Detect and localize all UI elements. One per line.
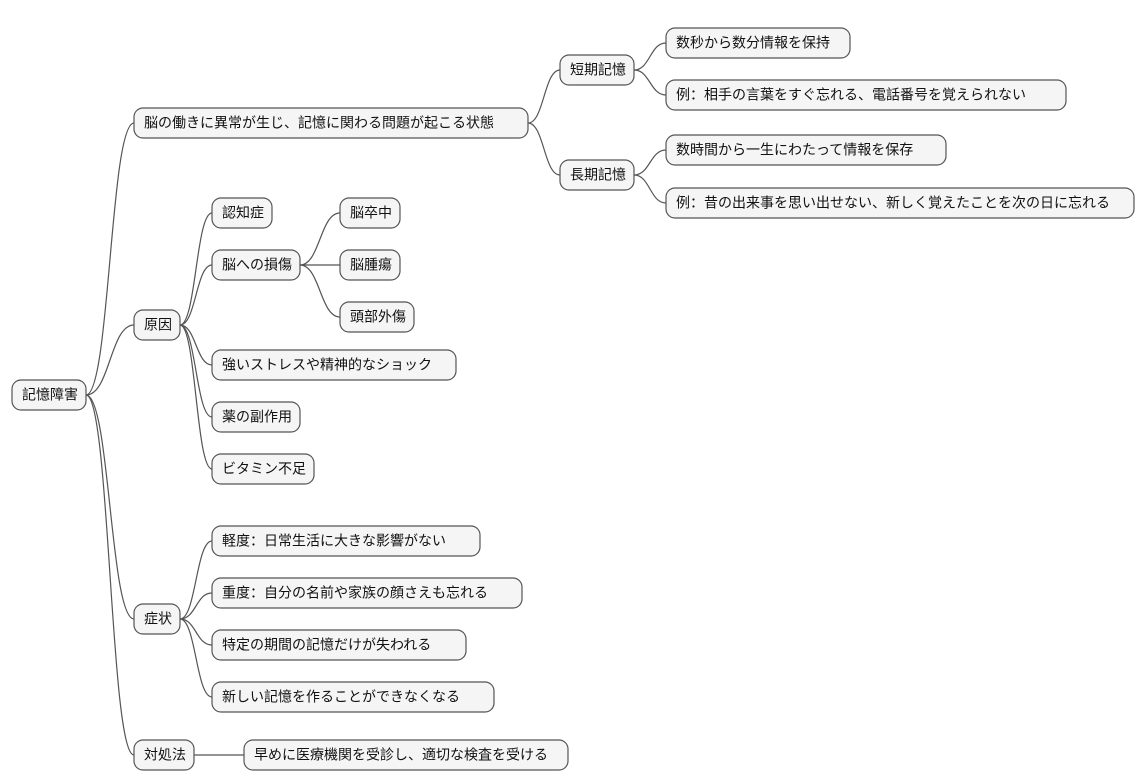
edge bbox=[180, 619, 212, 697]
mindmap-node: 症状 bbox=[134, 604, 180, 634]
edge bbox=[528, 70, 560, 123]
mindmap-node: 軽度：日常生活に大きな影響がない bbox=[212, 526, 480, 556]
node-label: 原因 bbox=[144, 317, 172, 333]
node-label: 症状 bbox=[144, 611, 172, 627]
node-label: 短期記憶 bbox=[570, 62, 626, 78]
node-label: 数秒から数分情報を保持 bbox=[676, 35, 830, 51]
mindmap-node: 原因 bbox=[134, 310, 180, 340]
mindmap-node: 長期記憶 bbox=[560, 160, 634, 190]
edge bbox=[180, 593, 212, 619]
edge bbox=[634, 150, 666, 175]
mindmap-node: 記憶障害 bbox=[12, 380, 86, 410]
edge bbox=[180, 213, 212, 325]
node-label: 脳腫瘍 bbox=[350, 257, 392, 273]
mindmap-node: 特定の期間の記憶だけが失われる bbox=[212, 630, 466, 660]
mindmap-node: 数時間から一生にわたって情報を保存 bbox=[666, 135, 946, 165]
mindmap-node: 脳腫瘍 bbox=[340, 250, 400, 280]
nodes-group: 記憶障害 脳の働きに異常が生じ、記憶に関わる問題が起こる状態 短期記憶 数秒から数分情… bbox=[12, 28, 1134, 770]
edge bbox=[634, 70, 666, 95]
node-label: 頭部外傷 bbox=[350, 309, 406, 325]
mindmap-node: 新しい記憶を作ることができなくなる bbox=[212, 682, 494, 712]
edge bbox=[300, 265, 340, 317]
mindmap-node: ビタミン不足 bbox=[212, 454, 314, 484]
mindmap-node: 重度：自分の名前や家族の顔さえも忘れる bbox=[212, 578, 522, 608]
mindmap-node: 脳への損傷 bbox=[212, 250, 300, 280]
mindmap-node: 例：昔の出来事を思い出せない、新しく覚えたことを次の日に忘れる bbox=[666, 188, 1134, 218]
node-label: 軽度：日常生活に大きな影響がない bbox=[222, 533, 446, 549]
mindmap-node: 薬の副作用 bbox=[212, 402, 300, 432]
node-label: 長期記憶 bbox=[570, 167, 626, 183]
node-label: 強いストレスや精神的なショック bbox=[222, 357, 432, 373]
node-label: 脳への損傷 bbox=[222, 257, 292, 273]
mindmap-svg: 記憶障害 脳の働きに異常が生じ、記憶に関わる問題が起こる状態 短期記憶 数秒から数分情… bbox=[0, 0, 1146, 781]
node-label: 特定の期間の記憶だけが失われる bbox=[222, 637, 431, 653]
node-label: 薬の副作用 bbox=[222, 409, 292, 425]
edge bbox=[634, 175, 666, 203]
mindmap-node: 対処法 bbox=[134, 740, 194, 770]
edge bbox=[634, 43, 666, 70]
node-label: 数時間から一生にわたって情報を保存 bbox=[676, 142, 913, 158]
mindmap-node: 認知症 bbox=[212, 198, 272, 228]
node-label: 対処法 bbox=[144, 747, 186, 763]
node-label: 新しい記憶を作ることができなくなる bbox=[222, 689, 460, 705]
mindmap-node: 早めに医療機関を受診し、適切な検査を受ける bbox=[244, 740, 568, 770]
mindmap-node: 脳卒中 bbox=[340, 198, 400, 228]
node-label: ビタミン不足 bbox=[222, 461, 306, 477]
edge bbox=[180, 265, 212, 325]
node-label: 早めに医療機関を受診し、適切な検査を受ける bbox=[254, 747, 548, 763]
edge bbox=[86, 395, 134, 619]
edge bbox=[86, 123, 134, 395]
edge bbox=[180, 325, 212, 417]
mindmap-node: 強いストレスや精神的なショック bbox=[212, 350, 456, 380]
node-label: 記憶障害 bbox=[22, 387, 78, 403]
edge bbox=[180, 619, 212, 645]
mindmap-node: 数秒から数分情報を保持 bbox=[666, 28, 850, 58]
edge bbox=[528, 123, 560, 175]
edge bbox=[86, 395, 134, 755]
node-label: 例：相手の言葉をすぐ忘れる、電話番号を覚えられない bbox=[676, 87, 1026, 103]
mindmap-node: 例：相手の言葉をすぐ忘れる、電話番号を覚えられない bbox=[666, 80, 1066, 110]
mindmap-node: 短期記憶 bbox=[560, 55, 634, 85]
node-label: 例：昔の出来事を思い出せない、新しく覚えたことを次の日に忘れる bbox=[676, 195, 1110, 211]
mindmap-node: 頭部外傷 bbox=[340, 302, 414, 332]
node-label: 認知症 bbox=[222, 205, 264, 221]
node-label: 脳の働きに異常が生じ、記憶に関わる問題が起こる状態 bbox=[144, 115, 494, 131]
edge bbox=[180, 541, 212, 619]
node-label: 重度：自分の名前や家族の顔さえも忘れる bbox=[222, 585, 488, 601]
edge bbox=[300, 213, 340, 265]
node-label: 脳卒中 bbox=[350, 205, 392, 221]
mindmap-node: 脳の働きに異常が生じ、記憶に関わる問題が起こる状態 bbox=[134, 108, 528, 138]
